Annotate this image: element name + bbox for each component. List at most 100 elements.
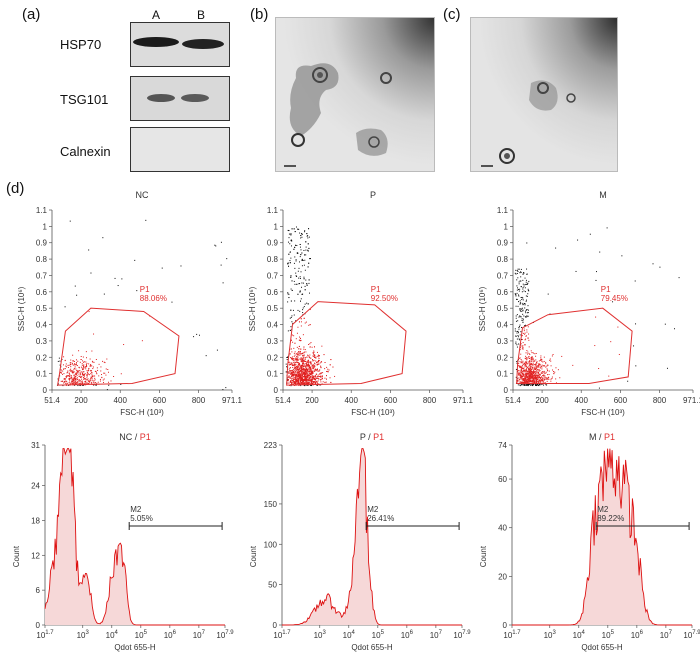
sc1-event [307,354,309,356]
hist2-xtick-label: 104 [573,630,586,640]
sc1-event [305,362,307,364]
sc1-event [303,372,305,374]
sc2-event [521,373,523,375]
sc2-event [523,271,525,273]
sc0-event [87,380,89,382]
sc2-event [525,316,527,318]
sc1-event [302,352,304,354]
sc1-event [296,354,298,356]
sc0-event [82,356,84,358]
sc2-event [521,378,523,380]
hist0-xtick-label: 107 [193,630,206,640]
sc2-event [537,380,539,382]
sc2-event [534,360,536,362]
sc2-event [528,358,530,360]
sc2-event [517,370,519,372]
sc1-event [299,283,301,285]
sc2-event [543,356,545,358]
sc2-event [540,372,542,374]
sc2-event [524,376,526,378]
sc2-event [545,363,547,365]
sc0-event [196,333,198,335]
sc1-event [293,352,295,354]
sc2-event [527,288,529,290]
sc0-event [198,334,200,336]
sc0-event [86,374,88,376]
sc2-event [532,372,534,374]
sc1-event [299,337,301,339]
sc2-event [534,364,536,366]
sc2-event [517,372,519,374]
sc2-event [531,380,533,382]
sc1-event [295,370,297,372]
sc0-event [77,383,79,385]
sc2-event [521,367,523,369]
sc1-event [303,249,305,251]
sc2-event [514,330,516,332]
sc1-event [298,283,300,285]
sc2-event [523,381,525,383]
sc0-event [214,244,216,246]
sc2-event [532,372,534,374]
sc1-event [295,361,297,363]
sc0-event [120,383,122,385]
sc2-event [535,367,537,369]
sc0-xtick-label: 800 [192,396,206,405]
sc2-event [524,369,526,371]
sc0-event [82,368,84,370]
sc2-event [522,370,524,372]
sc1-event [308,282,310,284]
sc1-event [306,378,308,380]
sc2-event [533,378,535,380]
sc0-xtick-label: 971.1 [222,396,243,405]
hist1-marker-name: M2 [367,505,379,514]
sc1-event [286,357,288,359]
sc1-event [301,359,303,361]
sc2-event [531,375,533,377]
sc1-event [305,241,307,243]
sc0-event [82,373,84,375]
sc1-event [299,373,301,375]
sc1-event [299,367,301,369]
sc0-event [100,370,102,372]
sc0-event [134,259,136,261]
sc2-event [535,367,537,369]
sc2-event [529,379,531,381]
sc1-event [307,374,309,376]
sc2-event [527,357,529,359]
sc2-event [531,375,533,377]
sc1-event [296,371,298,373]
sc1-event [296,358,298,360]
sc1-xtick-label: 800 [423,396,437,405]
sc2-event [595,279,597,281]
sc1-event [302,368,304,370]
sc1-event [309,367,311,369]
hist2-ylabel: Count [479,545,488,567]
sc0-event [64,359,66,361]
sc2-event [526,381,528,383]
sc2-event [520,370,522,372]
sc1-event [294,363,296,365]
sc1-event [302,375,304,377]
sc1-event [306,372,308,374]
sc1-event [289,370,291,372]
sc2-xtick-label: 800 [653,396,667,405]
sc2-event [575,270,577,272]
sc1-event [301,366,303,368]
sc1-event [307,237,309,239]
sc1-event [312,360,314,362]
sc1-gate [286,301,407,386]
sc1-event [301,380,303,382]
sc2-event [540,384,542,386]
sc2-event [518,283,520,285]
sc2-event [545,371,547,373]
sc1-event [301,377,303,379]
sc1-event [294,368,296,370]
sc1-event [309,354,311,356]
sc2-event [542,381,544,383]
sc1-event [290,357,292,359]
sc1-event [300,358,302,360]
sc0-event [85,365,87,367]
sc2-event [531,381,533,383]
sc1-event [289,381,291,383]
